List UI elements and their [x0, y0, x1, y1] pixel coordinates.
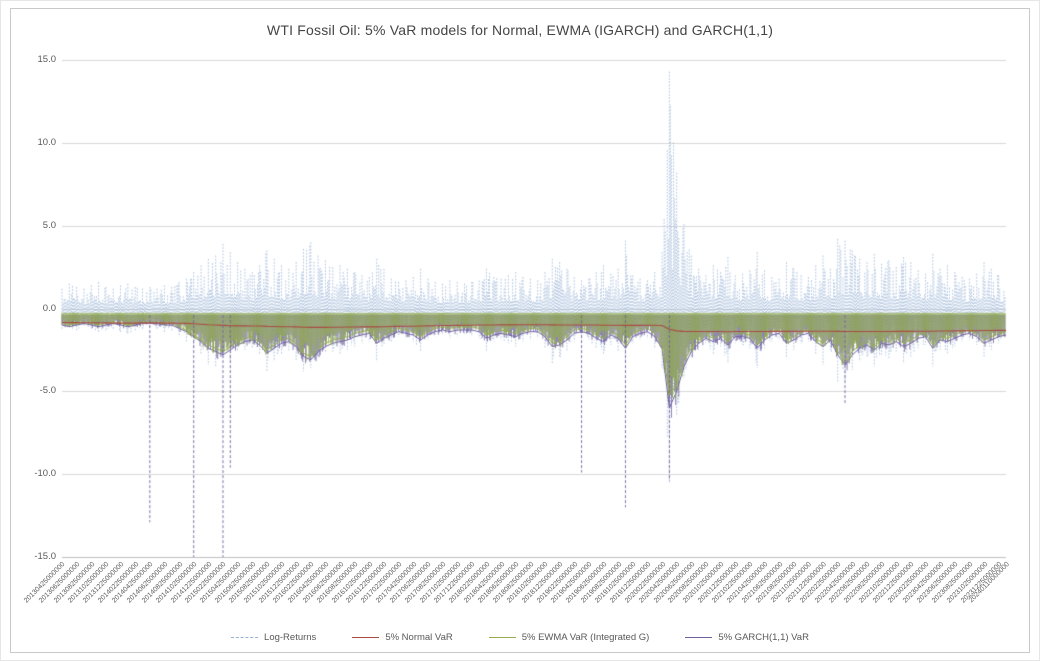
y-tick-label: 15.0 — [37, 54, 57, 65]
y-tick-label: -5.0 — [39, 385, 56, 397]
y-tick-label: -10.0 — [34, 468, 56, 480]
log-returns-line-icon — [231, 637, 259, 638]
legend-label-ewma-var: 5% EWMA VaR (Integrated G) — [521, 632, 650, 643]
garch-var-line-icon — [685, 637, 713, 638]
y-tick-label: -15.0 — [34, 551, 56, 562]
y-tick-label: 10.0 — [37, 136, 57, 148]
chart-frame[interactable]: WTI Fossil Oil: 5% VaR models for Normal… — [10, 8, 1030, 653]
legend-item-garch-var[interactable]: 5% GARCH(1,1) VaR — [685, 632, 809, 643]
chart-legend: Log-Returns 5% Normal VaR 5% EWMA VaR (I… — [11, 632, 1029, 643]
legend-label-log-returns: Log-Returns — [264, 632, 317, 643]
legend-label-garch-var: 5% GARCH(1,1) VaR — [718, 632, 809, 643]
y-tick-label: 0.0 — [42, 302, 56, 314]
plot-area[interactable] — [11, 9, 1029, 652]
ewma-var-line-icon — [488, 637, 516, 638]
legend-item-log-returns[interactable]: Log-Returns — [231, 632, 316, 643]
legend-label-normal-var: 5% Normal VaR — [385, 632, 453, 643]
normal-var-line-icon — [352, 637, 380, 638]
y-tick-label: 5.0 — [42, 219, 56, 231]
legend-item-ewma-var[interactable]: 5% EWMA VaR (Integrated G) — [488, 632, 650, 643]
legend-item-normal-var[interactable]: 5% Normal VaR — [352, 632, 453, 643]
